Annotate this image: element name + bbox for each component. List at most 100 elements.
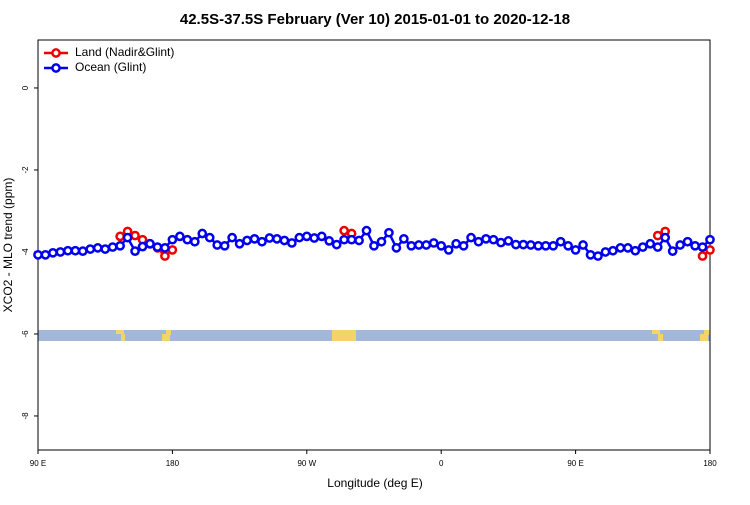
data-point — [77, 246, 88, 256]
data-point — [287, 238, 297, 248]
x-tick-label: 90 E — [567, 459, 583, 468]
data-point — [369, 240, 379, 251]
ocean-band — [38, 330, 710, 341]
data-point — [249, 234, 260, 244]
data-point — [145, 238, 155, 249]
y-tick-label: -4 — [21, 248, 30, 256]
y-axis-label: XCO2 - MLO trend (ppm) — [1, 178, 15, 313]
data-point — [421, 240, 432, 250]
data-point — [637, 242, 648, 252]
data-point — [55, 247, 66, 257]
y-tick-label: -2 — [21, 166, 30, 174]
data-point — [458, 240, 469, 251]
data-point — [697, 251, 708, 261]
legend-label: Land (Nadir&Glint) — [75, 45, 174, 59]
data-point — [227, 232, 237, 243]
data-point — [294, 232, 305, 243]
data-point — [197, 228, 208, 239]
data-point — [182, 234, 193, 245]
data-point — [690, 240, 700, 251]
data-point — [436, 240, 447, 251]
data-point — [525, 240, 536, 250]
data-point — [175, 231, 185, 242]
data-point — [346, 234, 357, 245]
data-point — [279, 235, 290, 246]
data-point — [137, 241, 148, 252]
data-point — [234, 238, 245, 249]
data-point — [100, 244, 111, 254]
data-point — [331, 239, 342, 250]
data-point — [451, 238, 461, 249]
data-point — [301, 231, 312, 242]
data-point — [645, 238, 656, 249]
data-point — [473, 236, 484, 247]
data-point — [160, 243, 170, 253]
data-point — [48, 247, 58, 258]
land-patch — [162, 334, 170, 341]
data-point — [548, 240, 559, 251]
data-point — [219, 240, 230, 251]
land-patch — [166, 330, 171, 335]
data-point — [488, 234, 499, 245]
land-mask-band — [38, 330, 710, 341]
data-point — [705, 245, 715, 255]
data-point — [85, 244, 96, 254]
data-point — [130, 230, 140, 241]
data-point — [152, 242, 163, 252]
data-point — [563, 240, 573, 251]
data-point — [339, 225, 349, 236]
data-point — [682, 236, 693, 247]
x-tick-label: 90 W — [297, 459, 316, 468]
data-point — [204, 232, 215, 243]
plot-frame — [37, 39, 711, 451]
data-point — [660, 232, 671, 243]
data-point — [533, 240, 544, 251]
data-point — [511, 239, 521, 250]
data-point — [406, 240, 417, 251]
data-point — [399, 234, 409, 244]
data-point — [309, 233, 320, 243]
legend-marker — [51, 63, 61, 73]
data-point — [167, 234, 178, 245]
data-point — [608, 245, 618, 256]
data-point — [697, 242, 708, 252]
land-patch — [658, 334, 663, 341]
chart-title: 42.5S-37.5S February (Ver 10) 2015-01-01… — [180, 11, 570, 28]
data-point — [652, 242, 663, 252]
data-point — [122, 232, 133, 243]
legend-marker — [51, 48, 61, 58]
land-patch — [332, 330, 356, 341]
data-point — [705, 234, 715, 245]
x-tick-label: 180 — [703, 459, 717, 468]
data-point — [264, 233, 275, 243]
land-patch — [116, 330, 124, 334]
data-point — [339, 234, 349, 245]
y-tick-label: 0 — [21, 85, 30, 90]
data-point — [40, 249, 51, 260]
data-point — [376, 236, 387, 247]
y-tick-label: -6 — [21, 330, 30, 338]
x-tick-label: 90 E — [30, 459, 46, 468]
data-point — [63, 245, 73, 256]
land-patch — [700, 334, 708, 341]
land-patch — [652, 330, 660, 334]
data-point — [272, 234, 282, 244]
data-point — [518, 239, 529, 250]
land-patch — [704, 330, 710, 335]
data-point — [257, 236, 267, 247]
data-point — [585, 249, 596, 260]
data-point — [652, 230, 663, 241]
x-tick-label: 0 — [439, 459, 444, 468]
y-tick-label: -8 — [21, 412, 30, 420]
data-point — [675, 240, 685, 250]
data-point — [623, 243, 633, 253]
data-point — [354, 235, 364, 246]
data-point — [115, 231, 125, 242]
data-point — [615, 243, 626, 253]
data-point — [92, 243, 103, 253]
x-tick-label: 180 — [166, 459, 180, 468]
data-point — [384, 227, 394, 238]
data-point — [130, 246, 140, 256]
data-point — [413, 240, 424, 250]
